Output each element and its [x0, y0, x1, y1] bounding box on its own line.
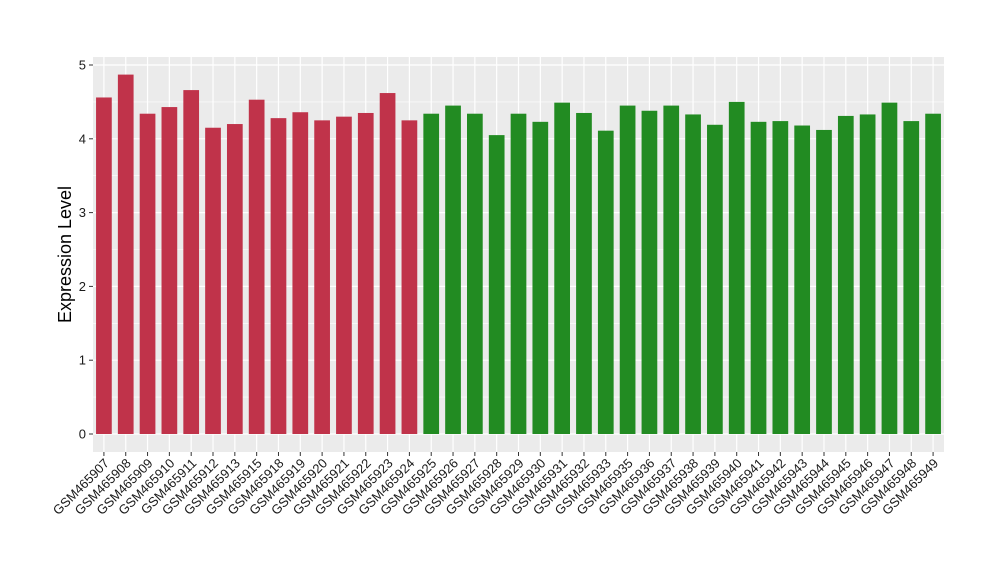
y-tick-label: 1: [79, 353, 86, 368]
y-tick-label: 0: [79, 427, 86, 442]
bar-GSM465928: [488, 135, 505, 435]
bar-GSM465909: [139, 113, 156, 434]
bar-GSM465911: [183, 90, 200, 434]
bar-GSM465913: [226, 124, 243, 434]
bar-GSM465931: [554, 102, 570, 434]
y-tick-label: 3: [79, 205, 86, 220]
bar-GSM465946: [859, 114, 876, 435]
bar-GSM465947: [881, 102, 898, 434]
bar-GSM465948: [903, 121, 920, 434]
bar-GSM465910: [161, 107, 178, 434]
bar-GSM465919: [292, 112, 309, 435]
bar-GSM465940: [728, 101, 745, 435]
bar-GSM465935: [619, 105, 636, 434]
bar-GSM465924: [401, 120, 418, 434]
bar-GSM465949: [925, 113, 941, 434]
bar-GSM465915: [248, 99, 265, 434]
bar-GSM465938: [685, 114, 701, 435]
bar-GSM465922: [357, 112, 374, 434]
x-axis: GSM465907GSM465908GSM465909GSM465910GSM4…: [50, 452, 941, 518]
bar-GSM465936: [641, 110, 658, 435]
bar-GSM465921: [336, 116, 352, 434]
bars: [96, 74, 941, 435]
bar-GSM465932: [576, 112, 592, 434]
bar-GSM465942: [772, 121, 789, 434]
bar-GSM465941: [750, 121, 767, 435]
bar-GSM465912: [205, 127, 221, 434]
bar-GSM465918: [270, 118, 287, 435]
bar-GSM465933: [597, 130, 614, 434]
bar-GSM465926: [445, 105, 461, 434]
bar-GSM465927: [467, 113, 483, 434]
bar-GSM465943: [794, 125, 811, 435]
bar-GSM465907: [96, 97, 112, 435]
bar-GSM465925: [423, 113, 440, 434]
bar-GSM465908: [117, 74, 134, 435]
bar-GSM465944: [816, 129, 832, 434]
bar-GSM465939: [707, 124, 723, 434]
bar-GSM465937: [663, 105, 680, 434]
y-axis: 0 1 2 3 4 5: [79, 58, 93, 442]
bar-GSM465920: [314, 120, 330, 434]
y-tick-label: 5: [79, 58, 86, 73]
y-tick-label: 4: [79, 131, 86, 146]
bar-GSM465945: [837, 115, 854, 434]
bar-GSM465923: [379, 93, 396, 434]
bar-GSM465930: [532, 121, 549, 435]
y-tick-label: 2: [79, 279, 86, 294]
y-axis-title: Expression Level: [55, 186, 75, 323]
bar-GSM465929: [510, 113, 527, 434]
